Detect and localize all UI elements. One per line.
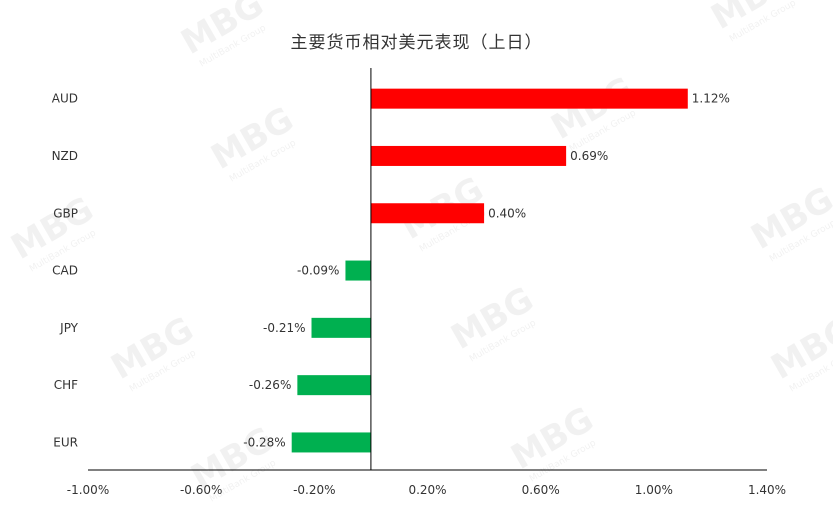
bar-chf bbox=[297, 375, 371, 396]
x-tick-label: 1.40% bbox=[748, 483, 786, 497]
category-label: CAD bbox=[52, 264, 78, 278]
bars-group bbox=[291, 88, 688, 453]
category-label: AUD bbox=[52, 92, 78, 106]
data-label: 0.40% bbox=[488, 206, 526, 220]
data-label: -0.21% bbox=[263, 321, 305, 335]
data-label: -0.26% bbox=[249, 378, 291, 392]
x-tick-label: 1.00% bbox=[635, 483, 673, 497]
x-tick-label: -0.60% bbox=[180, 483, 222, 497]
data-label: -0.28% bbox=[243, 435, 285, 449]
category-label: CHF bbox=[54, 378, 78, 392]
data-label: -0.09% bbox=[297, 264, 339, 278]
x-tick-label: 0.20% bbox=[408, 483, 446, 497]
data-label: 0.69% bbox=[570, 149, 608, 163]
category-label: EUR bbox=[53, 435, 78, 449]
bar-jpy bbox=[311, 317, 371, 338]
labels-group: AUD 1.12% NZD 0.69% GBP 0.40% CAD -0.09% JPY -0.2… bbox=[52, 92, 787, 497]
x-tick-label: -0.20% bbox=[293, 483, 335, 497]
bar-nzd bbox=[370, 145, 567, 166]
bar-cad bbox=[345, 260, 371, 281]
x-tick-label: -1.00% bbox=[67, 483, 109, 497]
bar-aud bbox=[370, 88, 688, 109]
x-tick-label: 0.60% bbox=[522, 483, 560, 497]
chart-title: 主要货币相对美元表现（上日） bbox=[290, 33, 543, 53]
data-label: 1.12% bbox=[692, 92, 730, 106]
bar-eur bbox=[291, 432, 371, 453]
axes-group bbox=[88, 68, 767, 471]
category-label: JPY bbox=[59, 321, 79, 335]
category-label: NZD bbox=[52, 149, 78, 163]
bar-gbp bbox=[370, 203, 485, 224]
category-label: GBP bbox=[53, 206, 78, 220]
